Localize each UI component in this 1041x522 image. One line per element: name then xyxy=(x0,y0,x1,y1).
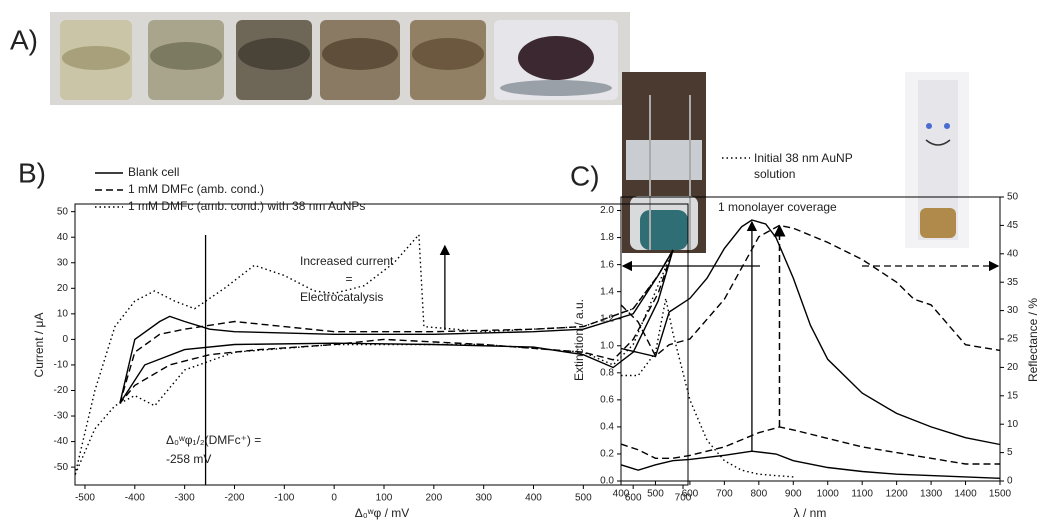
annotation: = xyxy=(345,272,352,286)
legend-label: Blank cell xyxy=(128,165,179,179)
x-tick-label: 300 xyxy=(475,493,492,504)
x-tick-label: 0 xyxy=(331,493,337,504)
x-tick-label: 400 xyxy=(525,493,542,504)
x-axis-label: Δ₀ʷφ / mV xyxy=(355,506,410,520)
x-tick-label: 1500 xyxy=(989,489,1012,500)
y-tick-label: 20 xyxy=(57,283,69,294)
y2-tick-label: 40 xyxy=(1007,248,1019,259)
y2-tick-label: 0 xyxy=(1007,476,1013,487)
y2-tick-label: 20 xyxy=(1007,362,1019,373)
x-tick-label: 700 xyxy=(675,493,692,504)
y-tick-label: 40 xyxy=(57,232,69,243)
y2-axis-label: Reflectance / % xyxy=(1026,298,1040,382)
y-tick-label: -20 xyxy=(54,385,69,396)
y-tick-label: 0.8 xyxy=(600,367,614,378)
x-tick-label: 700 xyxy=(716,489,733,500)
x-axis-label: λ / nm xyxy=(794,506,827,520)
panel-label: C) xyxy=(570,160,600,191)
y-tick-label: 30 xyxy=(57,257,69,268)
y2-tick-label: 5 xyxy=(1007,447,1013,458)
legend-label: 1 mM DMFc (amb. cond.) with 38 nm AuNPs xyxy=(128,199,365,213)
y-tick-label: -40 xyxy=(54,436,69,447)
panel-label: B) xyxy=(18,157,46,188)
x-tick-label: 1300 xyxy=(920,489,943,500)
x-tick-label: 500 xyxy=(647,489,664,500)
y-tick-label: 0.6 xyxy=(600,394,614,405)
y-tick-label: 0 xyxy=(62,334,68,345)
x-tick-label: 800 xyxy=(750,489,767,500)
y2-tick-label: 10 xyxy=(1007,419,1019,430)
y2-tick-label: 50 xyxy=(1007,192,1019,203)
plot-frame xyxy=(74,203,689,486)
y-tick-label: 50 xyxy=(57,206,69,217)
x-tick-label: 200 xyxy=(425,493,442,504)
annotation: Δ₀ʷφ₁/₂(DMFc⁺) = xyxy=(166,433,261,447)
y-tick-label: 1.0 xyxy=(600,340,614,351)
y-tick-label: 2.0 xyxy=(600,205,614,216)
y2-tick-label: 15 xyxy=(1007,390,1019,401)
data-line xyxy=(620,450,1001,479)
x-tick-label: -400 xyxy=(125,493,145,504)
x-tick-label: -200 xyxy=(224,493,244,504)
data-line xyxy=(119,249,674,404)
y-tick-label: -30 xyxy=(54,411,69,422)
x-tick-label: 1100 xyxy=(851,489,873,500)
vial-photo xyxy=(50,12,630,105)
y-tick-label: 0.2 xyxy=(600,449,614,460)
y-tick-label: 0.4 xyxy=(600,422,614,433)
y-tick-label: 1.2 xyxy=(600,313,614,324)
legend-label: 1 mM DMFc (amb. cond.) xyxy=(128,182,264,196)
annotation: 1 monolayer coverage xyxy=(718,200,837,214)
x-tick-label: -300 xyxy=(175,493,195,504)
data-line xyxy=(119,249,674,404)
panel-label: A) xyxy=(10,24,38,55)
y2-tick-label: 30 xyxy=(1007,305,1019,316)
annotation: Electrocatalysis xyxy=(300,290,383,304)
x-tick-label: -100 xyxy=(274,493,294,504)
y2-tick-label: 35 xyxy=(1007,277,1019,288)
cell-photo xyxy=(622,72,706,253)
y-tick-label: 1.6 xyxy=(600,259,614,270)
y-tick-label: 1.8 xyxy=(600,232,614,243)
y-tick-label: 10 xyxy=(57,308,69,319)
legend-box: Initial 38 nm AuNP solution xyxy=(754,151,853,181)
y-tick-label: 0.0 xyxy=(600,476,614,487)
y-axis-label: Current / μA xyxy=(32,313,46,378)
y-tick-label: -10 xyxy=(54,360,69,371)
data-line xyxy=(620,219,1001,446)
x-tick-label: 400 xyxy=(613,489,630,500)
data-line xyxy=(620,224,1001,358)
x-tick-label: 500 xyxy=(575,493,592,504)
x-tick-label: -500 xyxy=(75,493,95,504)
annotation: -258 mV xyxy=(166,452,211,466)
x-tick-label: 100 xyxy=(376,493,393,504)
x-tick-label: 900 xyxy=(785,489,802,500)
y-tick-label: -50 xyxy=(54,462,69,473)
y-axis-label: Extinction / a.u. xyxy=(572,299,586,381)
x-tick-label: 1200 xyxy=(886,489,909,500)
annotation: Increased current xyxy=(300,254,394,268)
cuvette-photo xyxy=(905,72,969,248)
x-tick-label: 600 xyxy=(682,489,699,500)
y2-tick-label: 45 xyxy=(1007,220,1019,231)
legend-label: Initial 38 nm AuNP solution xyxy=(754,151,853,181)
x-tick-label: 1400 xyxy=(954,489,977,500)
y2-tick-label: 25 xyxy=(1007,334,1019,345)
data-line xyxy=(620,426,1000,465)
y-tick-label: 1.4 xyxy=(600,286,614,297)
x-tick-label: 600 xyxy=(625,493,642,504)
x-tick-label: 1000 xyxy=(817,489,840,500)
